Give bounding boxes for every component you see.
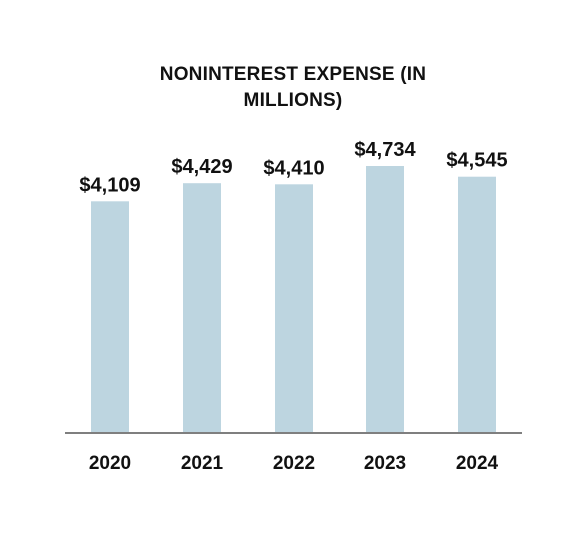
x-tick-label-2021: 2021 (181, 453, 224, 474)
chart-title: NONINTEREST EXPENSE (IN MILLIONS) (159, 64, 427, 111)
bar-2024 (458, 176, 496, 433)
data-label-2023: $4,734 (354, 139, 416, 161)
bar-2023 (366, 166, 404, 433)
x-tick-label-2022: 2022 (273, 453, 315, 474)
bar-2020 (91, 201, 129, 433)
data-label-2024: $4,545 (446, 150, 507, 172)
data-label-2021: $4,429 (171, 156, 232, 178)
bar-2022 (275, 184, 313, 433)
bar-2021 (183, 183, 221, 433)
data-label-2020: $4,109 (79, 174, 140, 196)
x-tick-label-2020: 2020 (89, 453, 131, 474)
data-label-2022: $4,410 (263, 157, 324, 179)
x-tick-label-2024: 2024 (456, 453, 499, 474)
x-tick-label-2023: 2023 (364, 453, 406, 474)
